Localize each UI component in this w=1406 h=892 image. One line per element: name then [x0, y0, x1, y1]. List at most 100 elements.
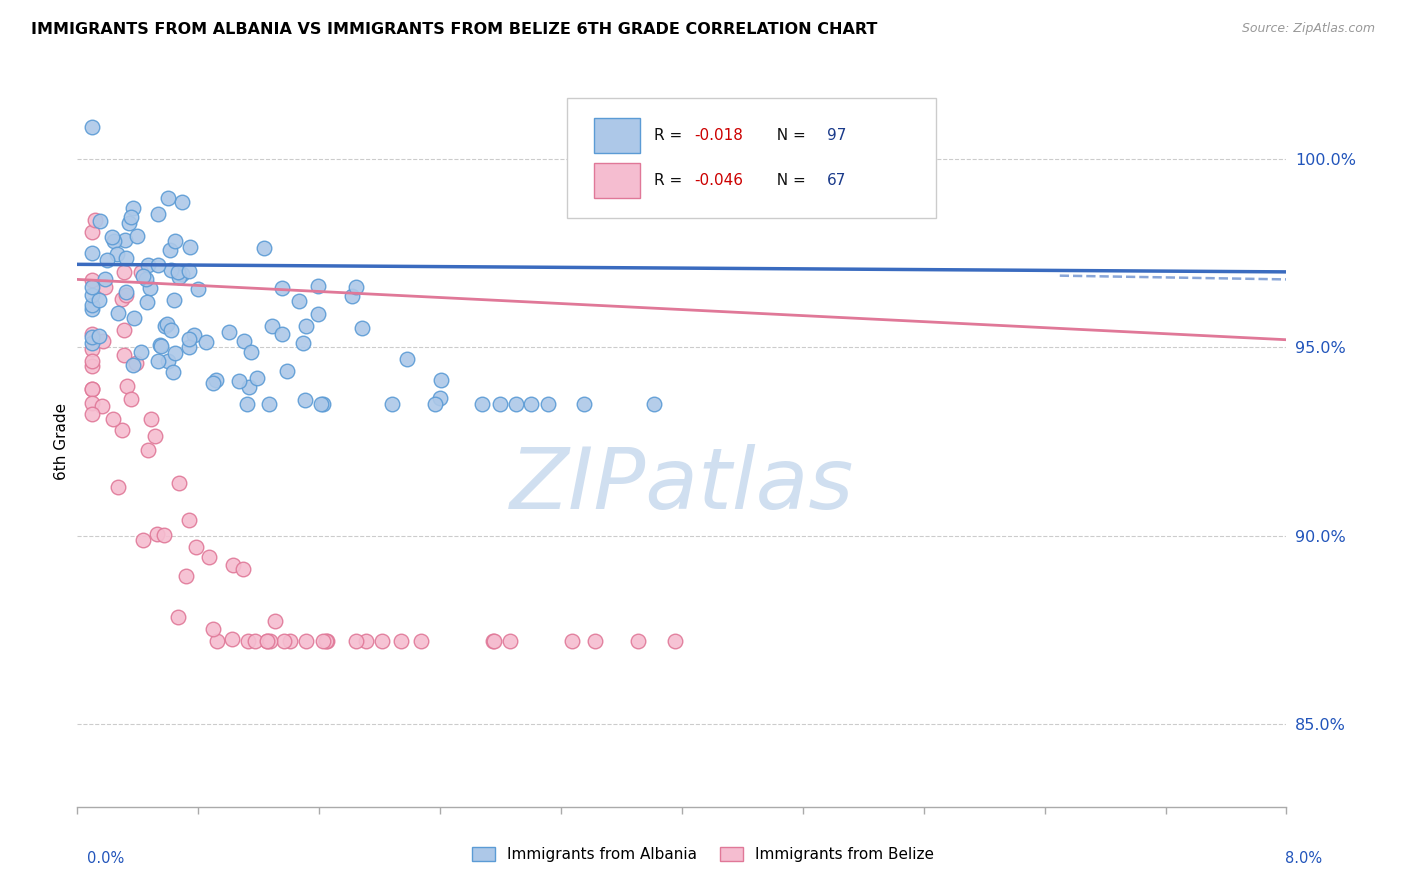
Point — [260, 319, 283, 334]
Point — [276, 364, 298, 378]
Point — [82, 298, 104, 312]
Point — [82, 327, 104, 342]
Point — [291, 336, 314, 351]
Point — [239, 345, 262, 359]
Point — [344, 634, 367, 648]
Point — [83, 213, 105, 227]
Point — [198, 549, 221, 564]
Point — [167, 475, 190, 490]
Point — [429, 373, 451, 387]
Point — [125, 356, 148, 370]
Point — [271, 326, 294, 341]
Point — [489, 397, 512, 411]
Point — [93, 272, 115, 286]
Point — [572, 397, 595, 411]
Point — [287, 294, 309, 309]
Point — [135, 271, 157, 285]
Point — [278, 634, 301, 648]
Point — [499, 634, 522, 648]
Point — [165, 346, 187, 360]
Point — [170, 267, 193, 281]
Point — [120, 392, 142, 406]
Point — [389, 634, 412, 648]
Point — [177, 263, 200, 277]
Point — [157, 191, 180, 205]
Point — [256, 634, 278, 648]
Point — [184, 540, 207, 554]
Point — [312, 397, 335, 411]
Point — [139, 281, 162, 295]
Point — [107, 306, 129, 320]
Point — [484, 634, 506, 648]
Point — [169, 270, 191, 285]
Text: N =: N = — [766, 128, 810, 143]
Point — [115, 285, 138, 299]
Point — [131, 533, 153, 547]
Point — [153, 318, 176, 333]
Point — [307, 279, 329, 293]
Point — [481, 634, 503, 648]
Point — [101, 412, 124, 426]
Point — [270, 281, 292, 295]
Legend: Immigrants from Albania, Immigrants from Belize: Immigrants from Albania, Immigrants from… — [465, 840, 941, 868]
Point — [82, 382, 104, 396]
Point — [643, 397, 665, 411]
Point — [87, 329, 110, 343]
Text: -0.018: -0.018 — [695, 128, 742, 143]
Point — [159, 244, 181, 258]
Point — [167, 264, 190, 278]
Point — [179, 513, 201, 527]
Point — [107, 480, 129, 494]
Point — [89, 214, 111, 228]
Point — [174, 569, 197, 583]
Point — [148, 258, 170, 272]
Point — [136, 294, 159, 309]
Point — [236, 397, 259, 411]
Point — [627, 634, 650, 648]
Point — [166, 610, 188, 624]
Point — [344, 280, 367, 294]
Point — [202, 376, 225, 391]
Point — [82, 120, 104, 134]
Point — [156, 317, 179, 331]
Point — [583, 634, 606, 648]
Point — [425, 397, 447, 411]
Point — [120, 210, 142, 224]
Point — [111, 423, 134, 437]
Point — [429, 391, 451, 405]
Point — [218, 325, 240, 339]
Point — [246, 371, 269, 385]
Text: N =: N = — [766, 173, 810, 188]
Point — [105, 246, 128, 260]
Point — [294, 392, 316, 407]
Point — [129, 265, 152, 279]
Point — [139, 412, 162, 426]
Point — [163, 293, 186, 308]
Point — [114, 323, 136, 337]
Point — [82, 280, 104, 294]
Point — [115, 379, 138, 393]
Point — [152, 528, 174, 542]
Point — [186, 282, 208, 296]
Point — [93, 279, 115, 293]
Point — [114, 288, 136, 302]
Text: 67: 67 — [827, 173, 846, 188]
Point — [157, 353, 180, 368]
Point — [129, 344, 152, 359]
Point — [396, 351, 419, 366]
Point — [159, 323, 181, 337]
Point — [82, 225, 104, 239]
Point — [381, 397, 404, 411]
Point — [205, 633, 228, 648]
Point — [82, 301, 104, 316]
Point — [112, 348, 135, 362]
Text: R =: R = — [654, 173, 688, 188]
Point — [316, 634, 339, 648]
Point — [163, 234, 186, 248]
Point — [238, 380, 260, 394]
Point — [112, 264, 135, 278]
Point — [352, 320, 374, 334]
Point — [179, 239, 201, 253]
Point — [294, 634, 316, 648]
Point — [243, 634, 266, 648]
